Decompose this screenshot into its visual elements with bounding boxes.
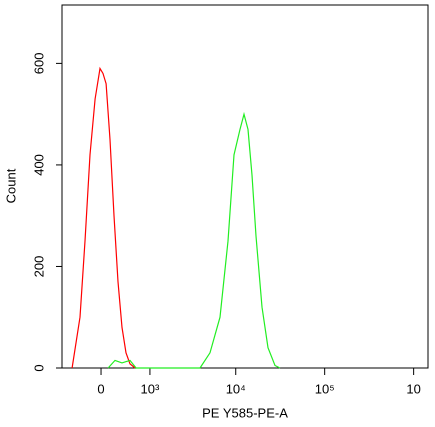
- x-axis-label: PE Y585-PE-A: [202, 405, 288, 420]
- y-tick-label: 400: [31, 154, 46, 176]
- plot-frame: [61, 4, 429, 369]
- histogram-line: [107, 111, 281, 369]
- histogram-line: [71, 66, 136, 369]
- y-tick-label: 0: [31, 364, 46, 371]
- x-tick-label: 10⁴: [226, 381, 246, 396]
- x-tick-label: 0: [97, 381, 104, 396]
- y-tick-label: 200: [31, 256, 46, 278]
- y-tick-label: 600: [31, 53, 46, 75]
- x-tick-label: 10: [406, 381, 420, 396]
- x-tick-label: 10⁵: [315, 381, 335, 396]
- y-axis-label: Count: [3, 168, 18, 203]
- x-tick-label: 10³: [141, 381, 160, 396]
